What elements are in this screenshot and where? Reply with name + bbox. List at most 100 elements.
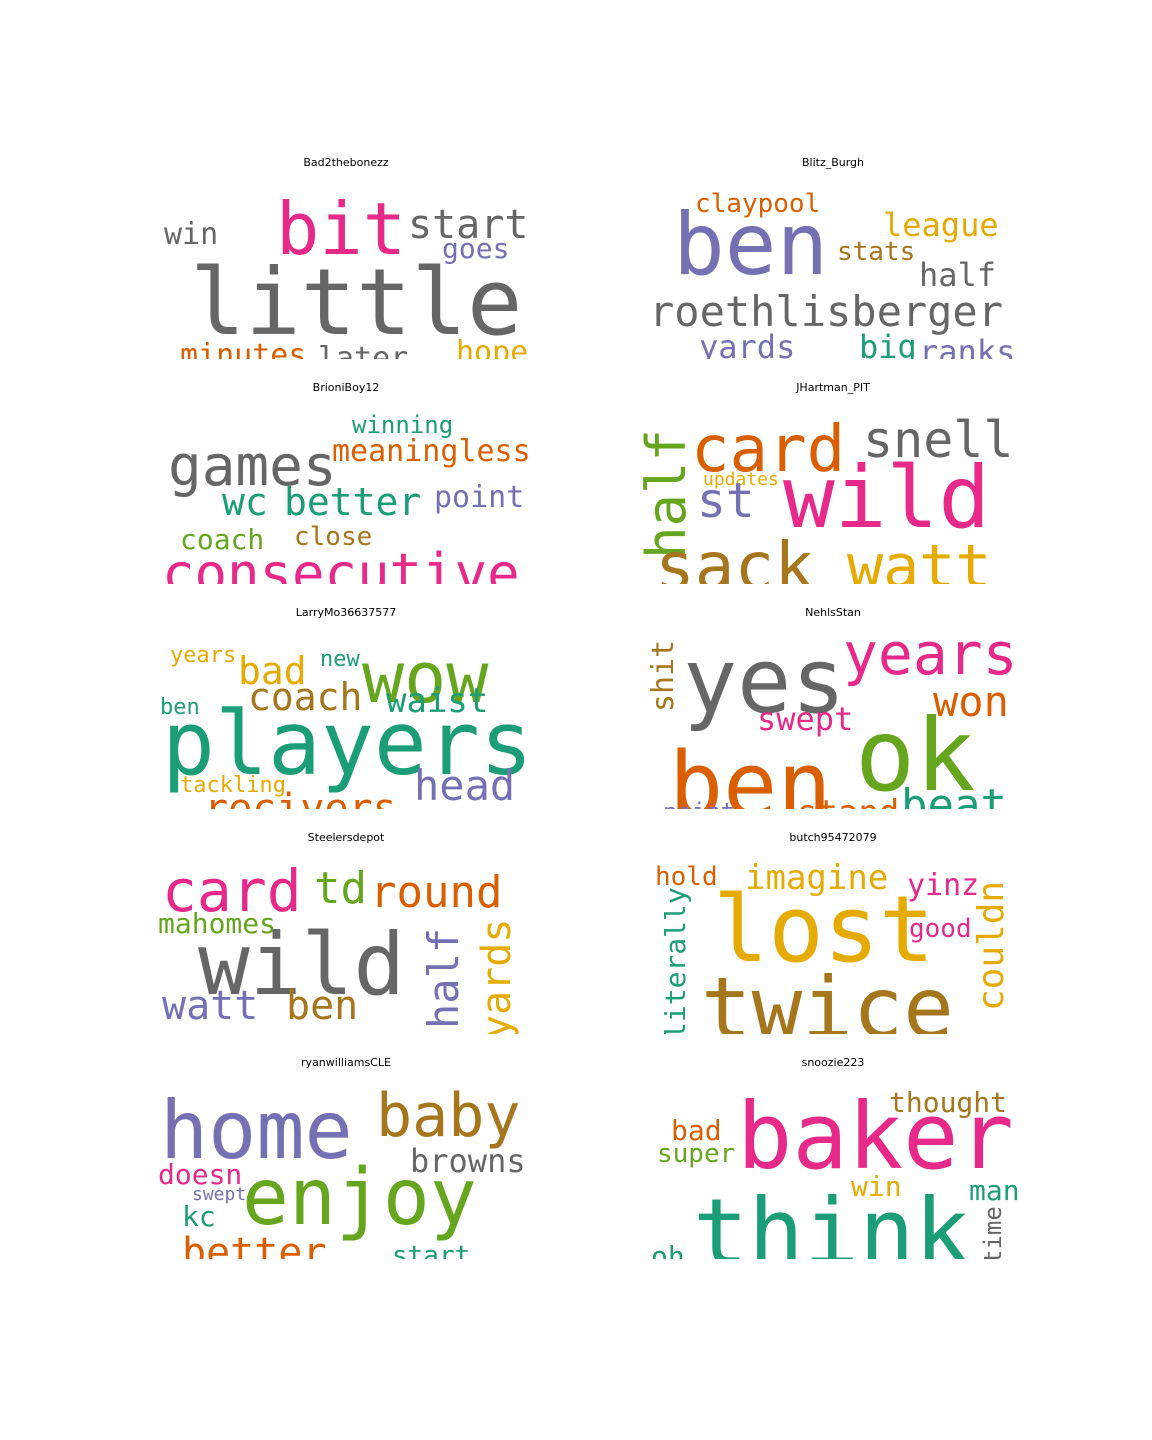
word-wow: wow xyxy=(362,637,489,719)
word-yards: yards xyxy=(699,328,795,359)
word-meaningless: meaningless xyxy=(332,434,531,469)
word-bad: bad xyxy=(671,1114,722,1147)
word-kc: kc xyxy=(182,1200,216,1233)
wordcloud: card snell half updates st wild sack watt xyxy=(633,399,1033,584)
word-oh: oh xyxy=(651,1240,685,1259)
wordcloud: wow years bad new coach waist ben players tackli… xyxy=(146,624,546,809)
panel-title: LarryMo36637577 xyxy=(295,606,397,619)
word-games: games xyxy=(168,434,337,499)
word-swept: swept xyxy=(192,1184,246,1205)
wordcloud-panel-7: Steelersdepot card td round mahomes wild half… xyxy=(146,831,546,1036)
word-shit: shit xyxy=(646,640,681,712)
word-mahomes: mahomes xyxy=(158,907,276,940)
word-td: td xyxy=(314,863,367,914)
word-imagine: imagine xyxy=(745,858,888,898)
word-ben: ben xyxy=(286,983,358,1029)
word-thought: thought xyxy=(889,1086,1007,1119)
panel-title: NehlsStan xyxy=(805,606,861,619)
word-yes: yes xyxy=(683,629,846,734)
word-waist: waist xyxy=(386,681,488,721)
word-win: win xyxy=(851,1170,902,1203)
wordcloud-panel-10: snoozie223 thought bad baker super win man thi… xyxy=(633,1056,1033,1261)
word-yinz: yinz xyxy=(907,868,979,903)
word-half: half xyxy=(419,928,468,1029)
wordcloud-panel-9: ryanwilliamsCLE home baby browns doesn swept… xyxy=(146,1056,546,1261)
word-browns: browns xyxy=(410,1142,526,1180)
word-beat: beat xyxy=(901,780,1007,809)
word-close: close xyxy=(294,522,372,552)
word-home: home xyxy=(160,1084,353,1177)
word-wild: wild xyxy=(198,915,405,1015)
wordcloud-panel-3: BrioniBoy12 games winning meaningless wc bet… xyxy=(146,381,546,586)
wordcloud-panel-8: butch95472079 hold imagine yinz lost good lit… xyxy=(633,831,1033,1036)
word-baker: baker xyxy=(737,1083,1014,1190)
word-roethlisberger: roethlisberger xyxy=(649,287,1003,336)
word-snell: snell xyxy=(863,411,1014,469)
word-better: better xyxy=(182,1230,327,1259)
wordcloud: little bit start win goes minutes later hope xyxy=(146,174,546,359)
word-card: card xyxy=(162,857,302,925)
panel-title: BrioniBoy12 xyxy=(312,381,380,394)
wordcloud: ben claypool league stats half roethlisberger… xyxy=(633,174,1033,359)
word-wc: wc xyxy=(222,480,268,524)
word-winning: winning xyxy=(352,411,453,439)
word-doesn: doesn xyxy=(158,1158,242,1191)
word-recivers: recivers xyxy=(204,786,397,809)
word-point: point xyxy=(434,480,524,515)
panel-title: Bad2thebonezz xyxy=(303,156,389,169)
word-ben: ben xyxy=(673,195,828,295)
word-card: card xyxy=(691,413,845,487)
word-start: start xyxy=(408,202,528,248)
wordcloud-panel-1: Bad2thebonezz little bit start win goes minut… xyxy=(146,156,546,361)
word-couldn: couldn xyxy=(971,881,1012,1011)
wordcloud-svg: wow years bad new coach waist benplayerstackli… xyxy=(160,637,533,809)
word-wild: wild xyxy=(783,448,990,548)
word-ranks: ranks xyxy=(919,333,1015,359)
panel-title: butch95472079 xyxy=(789,831,877,844)
word-coach: coach xyxy=(180,523,264,556)
word-lost: lost xyxy=(713,876,935,983)
word-ok: ok xyxy=(855,697,975,809)
panel-title: JHartman_PIT xyxy=(796,381,870,394)
word-coach: coach xyxy=(248,675,362,719)
wordcloud: card td round mahomes wild half yards watt ben xyxy=(146,849,546,1034)
word-start: start xyxy=(392,1241,470,1259)
word-point: point xyxy=(663,798,735,809)
word-win: win xyxy=(164,217,218,252)
word-better: better xyxy=(284,480,421,524)
word-watt: watt xyxy=(162,983,258,1029)
word-twice: twice xyxy=(701,959,954,1034)
word-goes: goes xyxy=(442,232,509,265)
word-consecutive: consecutive xyxy=(162,542,520,584)
word-st: st xyxy=(697,473,755,529)
word-players: players xyxy=(162,692,533,795)
panel-title: Blitz_Burgh xyxy=(801,156,865,169)
panel-title: ryanwilliamsCLE xyxy=(301,1056,391,1069)
word-head: head xyxy=(414,761,515,809)
word-years: years xyxy=(170,643,236,668)
word-good: good xyxy=(909,914,972,944)
word-man: man xyxy=(969,1174,1020,1207)
word-literally: literally xyxy=(659,887,692,1034)
wordcloud: games winning meaningless wc better point coac… xyxy=(146,399,546,584)
word-minutes: minutes xyxy=(180,338,306,359)
word-round: round xyxy=(370,867,502,918)
word-little: little xyxy=(190,249,522,356)
word-watt: watt xyxy=(847,532,992,584)
word-super: super xyxy=(657,1139,735,1169)
word-half: half xyxy=(635,429,698,559)
word-ben: ben xyxy=(160,695,200,720)
wordcloud: home baby browns doesn swept enjoy kc better sta… xyxy=(146,1074,546,1259)
wordcloud-panel-4: JHartman_PIT card snell half updates st wild s… xyxy=(633,381,1033,586)
word-later: later xyxy=(318,341,408,359)
